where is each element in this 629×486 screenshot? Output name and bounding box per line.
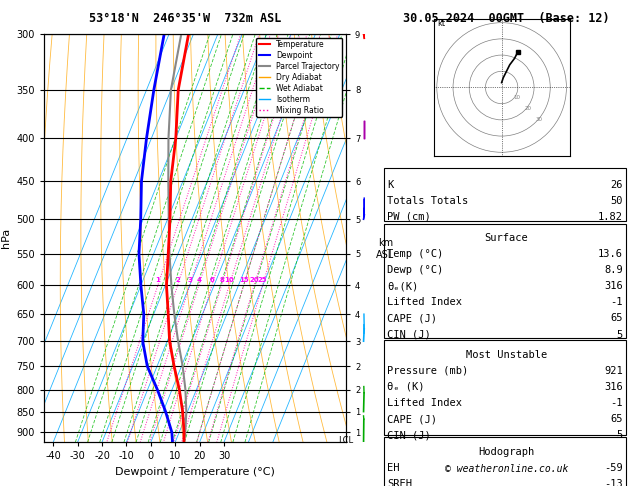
Text: CIN (J): CIN (J) — [387, 430, 431, 440]
Text: -1: -1 — [610, 398, 623, 408]
Text: 50: 50 — [610, 196, 623, 206]
Text: 15: 15 — [239, 278, 248, 283]
Text: -59: -59 — [604, 463, 623, 473]
Y-axis label: km
ASL: km ASL — [376, 238, 394, 260]
Text: 316: 316 — [604, 281, 623, 292]
Text: Lifted Index: Lifted Index — [387, 398, 462, 408]
Text: 30: 30 — [536, 118, 543, 122]
Text: CAPE (J): CAPE (J) — [387, 313, 437, 324]
Text: 5: 5 — [616, 330, 623, 340]
Text: 10: 10 — [513, 95, 520, 100]
Text: 1.82: 1.82 — [598, 212, 623, 222]
Text: 921: 921 — [604, 366, 623, 376]
Text: 3: 3 — [187, 278, 192, 283]
Text: Lifted Index: Lifted Index — [387, 297, 462, 308]
Text: © weatheronline.co.uk: © weatheronline.co.uk — [445, 464, 568, 474]
Text: 26: 26 — [610, 180, 623, 190]
X-axis label: Dewpoint / Temperature (°C): Dewpoint / Temperature (°C) — [115, 467, 275, 477]
Text: Temp (°C): Temp (°C) — [387, 249, 443, 260]
Text: 8.9: 8.9 — [604, 265, 623, 276]
Text: kt: kt — [437, 19, 445, 28]
Text: 30.05.2024  00GMT  (Base: 12): 30.05.2024 00GMT (Base: 12) — [403, 12, 610, 25]
Text: Pressure (mb): Pressure (mb) — [387, 366, 468, 376]
Text: Hodograph: Hodograph — [478, 447, 535, 457]
Text: Most Unstable: Most Unstable — [465, 350, 547, 360]
Text: Surface: Surface — [484, 233, 528, 243]
Legend: Temperature, Dewpoint, Parcel Trajectory, Dry Adiabat, Wet Adiabat, Isotherm, Mi: Temperature, Dewpoint, Parcel Trajectory… — [257, 38, 342, 117]
Text: CAPE (J): CAPE (J) — [387, 414, 437, 424]
Text: Totals Totals: Totals Totals — [387, 196, 468, 206]
Text: 20: 20 — [525, 106, 532, 111]
Text: PW (cm): PW (cm) — [387, 212, 431, 222]
Text: 65: 65 — [610, 313, 623, 324]
Text: 1: 1 — [155, 278, 160, 283]
Text: SREH: SREH — [387, 479, 412, 486]
Text: 13.6: 13.6 — [598, 249, 623, 260]
Text: 53°18'N  246°35'W  732m ASL: 53°18'N 246°35'W 732m ASL — [89, 12, 282, 25]
Text: -1: -1 — [610, 297, 623, 308]
Text: 20: 20 — [249, 278, 259, 283]
Text: 10: 10 — [225, 278, 234, 283]
Text: CIN (J): CIN (J) — [387, 330, 431, 340]
Text: EH: EH — [387, 463, 399, 473]
Text: 2: 2 — [175, 278, 180, 283]
Text: LCL: LCL — [338, 436, 353, 445]
Text: 65: 65 — [610, 414, 623, 424]
Text: -13: -13 — [604, 479, 623, 486]
Text: 6: 6 — [209, 278, 214, 283]
Text: Dewp (°C): Dewp (°C) — [387, 265, 443, 276]
Text: 4: 4 — [196, 278, 201, 283]
Text: K: K — [387, 180, 393, 190]
Text: 8: 8 — [219, 278, 224, 283]
Y-axis label: hPa: hPa — [1, 228, 11, 248]
Text: θₑ(K): θₑ(K) — [387, 281, 418, 292]
Text: 5: 5 — [616, 430, 623, 440]
Text: 25: 25 — [258, 278, 267, 283]
Text: θₑ (K): θₑ (K) — [387, 382, 425, 392]
Text: 316: 316 — [604, 382, 623, 392]
